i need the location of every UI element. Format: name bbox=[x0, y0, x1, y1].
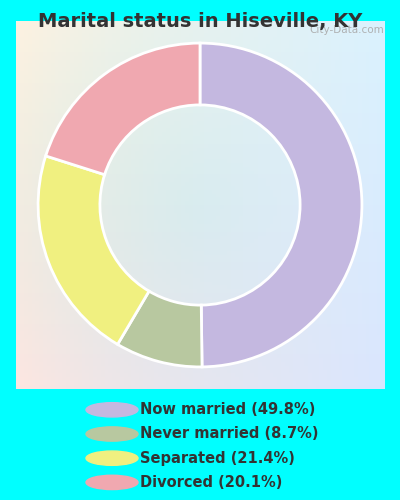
Circle shape bbox=[86, 451, 138, 466]
Wedge shape bbox=[200, 43, 362, 367]
Text: Separated (21.4%): Separated (21.4%) bbox=[140, 450, 295, 466]
Text: Now married (49.8%): Now married (49.8%) bbox=[140, 402, 315, 417]
Circle shape bbox=[86, 427, 138, 441]
Circle shape bbox=[86, 475, 138, 490]
Wedge shape bbox=[38, 156, 149, 344]
Wedge shape bbox=[46, 43, 200, 174]
Text: Marital status in Hiseville, KY: Marital status in Hiseville, KY bbox=[38, 12, 362, 32]
Circle shape bbox=[86, 402, 138, 417]
Text: Divorced (20.1%): Divorced (20.1%) bbox=[140, 475, 282, 490]
Wedge shape bbox=[118, 291, 202, 367]
Text: Never married (8.7%): Never married (8.7%) bbox=[140, 426, 318, 442]
Text: City-Data.com: City-Data.com bbox=[309, 26, 384, 36]
